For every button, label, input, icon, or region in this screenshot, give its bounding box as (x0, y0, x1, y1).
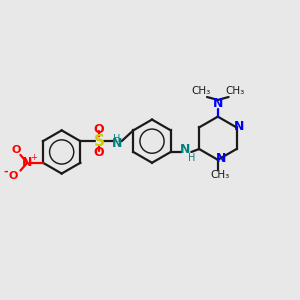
Text: O: O (12, 145, 21, 155)
Text: H: H (113, 134, 120, 144)
Text: CH₃: CH₃ (191, 86, 211, 96)
Text: +: + (30, 153, 37, 162)
Text: CH₃: CH₃ (225, 86, 244, 96)
Text: N: N (22, 156, 32, 169)
Text: O: O (94, 146, 104, 159)
Text: O: O (94, 123, 104, 136)
Text: -: - (3, 167, 8, 177)
Text: H: H (188, 153, 195, 163)
Text: S: S (94, 134, 104, 149)
Text: N: N (234, 120, 245, 133)
Text: N: N (213, 98, 223, 110)
Text: CH₃: CH₃ (210, 169, 230, 179)
Text: N: N (180, 143, 190, 157)
Text: N: N (216, 152, 226, 165)
Text: O: O (9, 170, 18, 181)
Text: N: N (112, 136, 122, 150)
